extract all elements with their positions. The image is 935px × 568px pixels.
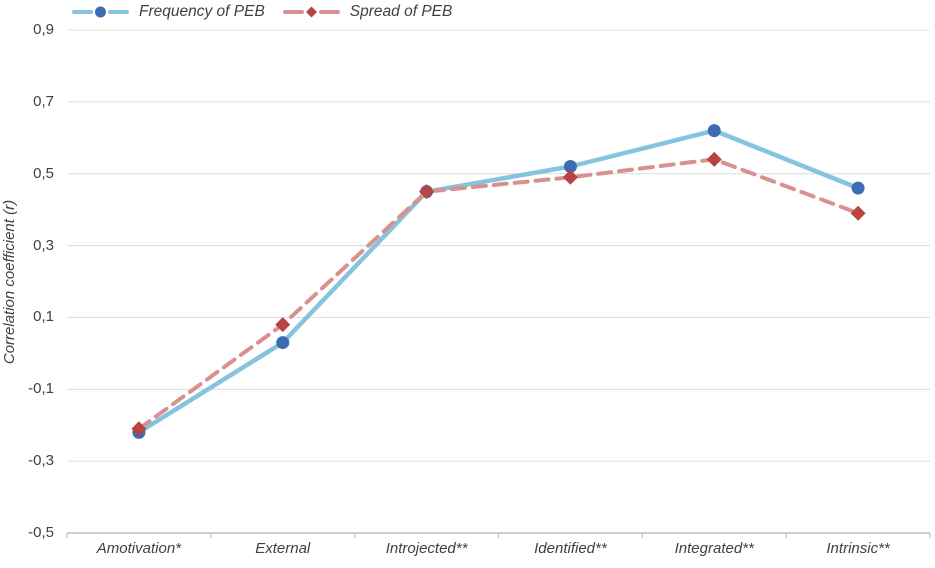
legend-item-spread-of-peb: Spread of PEB — [282, 3, 453, 21]
legend: Frequency of PEB Spread of PEB — [72, 3, 452, 21]
data-point-circle — [563, 160, 577, 174]
data-point-circle — [851, 181, 865, 195]
data-point-diamond — [275, 317, 291, 333]
x-category-label: Amotivation* — [96, 540, 182, 557]
data-point-diamond — [562, 169, 578, 185]
x-category-label: Intrinsic** — [826, 540, 890, 557]
data-point-circle — [276, 336, 290, 350]
x-category-label: Integrated** — [674, 540, 754, 557]
legend-label-frequency-of-peb: Frequency of PEB — [139, 3, 265, 20]
y-tick-label: 0,1 — [33, 308, 54, 326]
legend-swatch-spread-icon — [282, 6, 340, 18]
x-category-label: External — [255, 540, 311, 557]
legend-swatch-frequency-icon — [72, 6, 129, 18]
data-point-circle — [707, 124, 721, 138]
y-tick-label: 0,7 — [33, 92, 54, 110]
y-tick-label: 0,9 — [33, 21, 54, 38]
legend-item-frequency-of-peb: Frequency of PEB — [72, 3, 265, 21]
y-tick-label: -0,3 — [28, 452, 54, 470]
y-tick-label: -0,5 — [28, 524, 54, 541]
y-tick-label: 0,3 — [33, 236, 54, 254]
y-tick-label: 0,5 — [33, 164, 54, 182]
data-point-diamond — [131, 421, 147, 437]
y-tick-label: -0,1 — [28, 380, 54, 398]
x-category-label: Introjected** — [385, 540, 468, 557]
legend-label-spread-of-peb: Spread of PEB — [349, 3, 453, 20]
data-point-diamond — [706, 151, 722, 167]
data-point-diamond — [419, 184, 435, 200]
x-category-label: Identified** — [534, 540, 607, 557]
series-line-1 — [136, 157, 861, 431]
series-line-0 — [136, 128, 861, 435]
data-point-diamond — [850, 205, 866, 221]
